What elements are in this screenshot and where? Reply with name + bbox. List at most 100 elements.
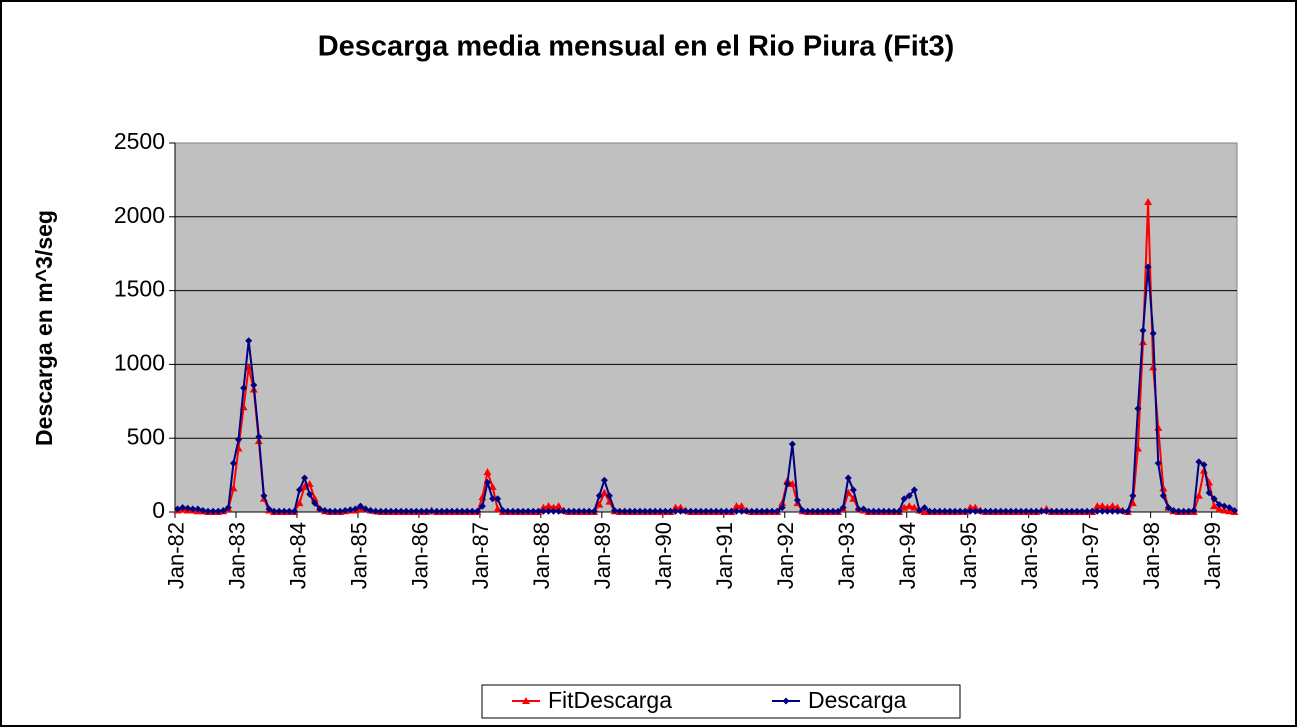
data-point xyxy=(773,507,781,515)
data-point xyxy=(997,507,1005,515)
data-point xyxy=(1190,507,1198,515)
data-point xyxy=(255,433,263,441)
data-point xyxy=(199,507,207,515)
data-point xyxy=(875,507,883,515)
data-point xyxy=(616,507,624,515)
data-point xyxy=(910,503,919,511)
data-point xyxy=(722,507,730,515)
data-point xyxy=(672,507,680,515)
data-point xyxy=(951,507,959,515)
data-point xyxy=(931,507,939,515)
data-point xyxy=(473,507,481,515)
data-point xyxy=(727,507,735,515)
data-point xyxy=(214,507,222,515)
data-point xyxy=(555,507,563,515)
data-point xyxy=(407,507,415,515)
data-point xyxy=(529,507,537,515)
data-point xyxy=(737,502,746,510)
data-point xyxy=(590,507,598,515)
data-point xyxy=(524,507,532,515)
data-point xyxy=(341,507,349,515)
data-point xyxy=(250,381,258,389)
data-point xyxy=(1108,502,1117,510)
data-point xyxy=(900,495,908,503)
data-point xyxy=(971,507,979,515)
data-point xyxy=(463,507,471,515)
data-point xyxy=(1144,263,1152,271)
data-point xyxy=(1230,507,1238,515)
data-point xyxy=(905,502,914,510)
data-point xyxy=(1149,329,1157,337)
data-point xyxy=(235,436,243,444)
data-point xyxy=(976,507,984,515)
data-point xyxy=(1164,504,1172,512)
data-point xyxy=(356,502,364,510)
data-point xyxy=(189,505,197,513)
x-tick-label: Jan-85 xyxy=(346,522,371,589)
data-point xyxy=(1083,507,1091,515)
data-point xyxy=(1103,507,1111,515)
data-point xyxy=(306,490,314,498)
data-point xyxy=(788,479,797,487)
data-point xyxy=(758,507,766,515)
data-point xyxy=(646,507,654,515)
data-point xyxy=(611,507,619,515)
y-tick-label: 500 xyxy=(127,423,165,449)
data-point xyxy=(1098,502,1107,510)
data-point xyxy=(1215,505,1224,513)
data-point xyxy=(661,507,669,515)
chart-title: Descarga media mensual en el Rio Piura (… xyxy=(318,31,955,63)
data-point xyxy=(316,505,324,513)
data-point xyxy=(717,507,725,515)
data-point xyxy=(174,505,182,513)
data-point xyxy=(910,486,918,494)
data-point xyxy=(194,505,202,513)
data-point xyxy=(987,507,995,515)
data-point xyxy=(1053,507,1061,515)
x-tick-label: Jan-87 xyxy=(468,522,493,589)
data-point xyxy=(676,503,685,511)
x-tick-label: Jan-88 xyxy=(529,522,554,589)
x-tick-label: Jan-97 xyxy=(1078,522,1103,589)
x-tick-label: Jan-94 xyxy=(895,522,920,589)
data-point xyxy=(1175,507,1183,515)
data-point xyxy=(707,507,715,515)
data-point xyxy=(280,507,288,515)
data-point xyxy=(1195,458,1203,466)
data-point xyxy=(260,492,268,500)
data-point xyxy=(915,507,923,515)
data-point xyxy=(433,507,441,515)
data-point xyxy=(499,507,507,515)
data-point xyxy=(1225,504,1233,512)
data-point xyxy=(509,507,517,515)
data-point xyxy=(377,507,385,515)
data-point xyxy=(809,507,817,515)
data-point xyxy=(981,507,989,515)
data-point xyxy=(580,507,588,515)
data-point xyxy=(428,507,436,515)
data-point xyxy=(1093,502,1102,510)
data-point xyxy=(666,507,674,515)
data-point xyxy=(656,507,664,515)
data-point xyxy=(621,507,629,515)
y-tick-label: 2000 xyxy=(114,202,165,228)
data-point xyxy=(1220,502,1228,510)
data-point xyxy=(1073,507,1081,515)
data-point xyxy=(671,503,680,511)
data-point xyxy=(890,507,898,515)
data-point xyxy=(219,507,227,515)
data-point xyxy=(641,507,649,515)
data-point xyxy=(778,499,787,507)
data-point xyxy=(240,384,248,392)
data-point xyxy=(814,507,822,515)
data-point xyxy=(895,507,903,515)
data-point xyxy=(346,506,354,514)
data-point xyxy=(534,507,542,515)
data-point xyxy=(367,507,375,515)
x-tick-label: Jan-93 xyxy=(834,522,859,589)
data-point xyxy=(285,507,293,515)
y-axis-label: Descarga en m^3/seg xyxy=(31,210,57,446)
data-point xyxy=(372,507,380,515)
data-point xyxy=(1002,507,1010,515)
